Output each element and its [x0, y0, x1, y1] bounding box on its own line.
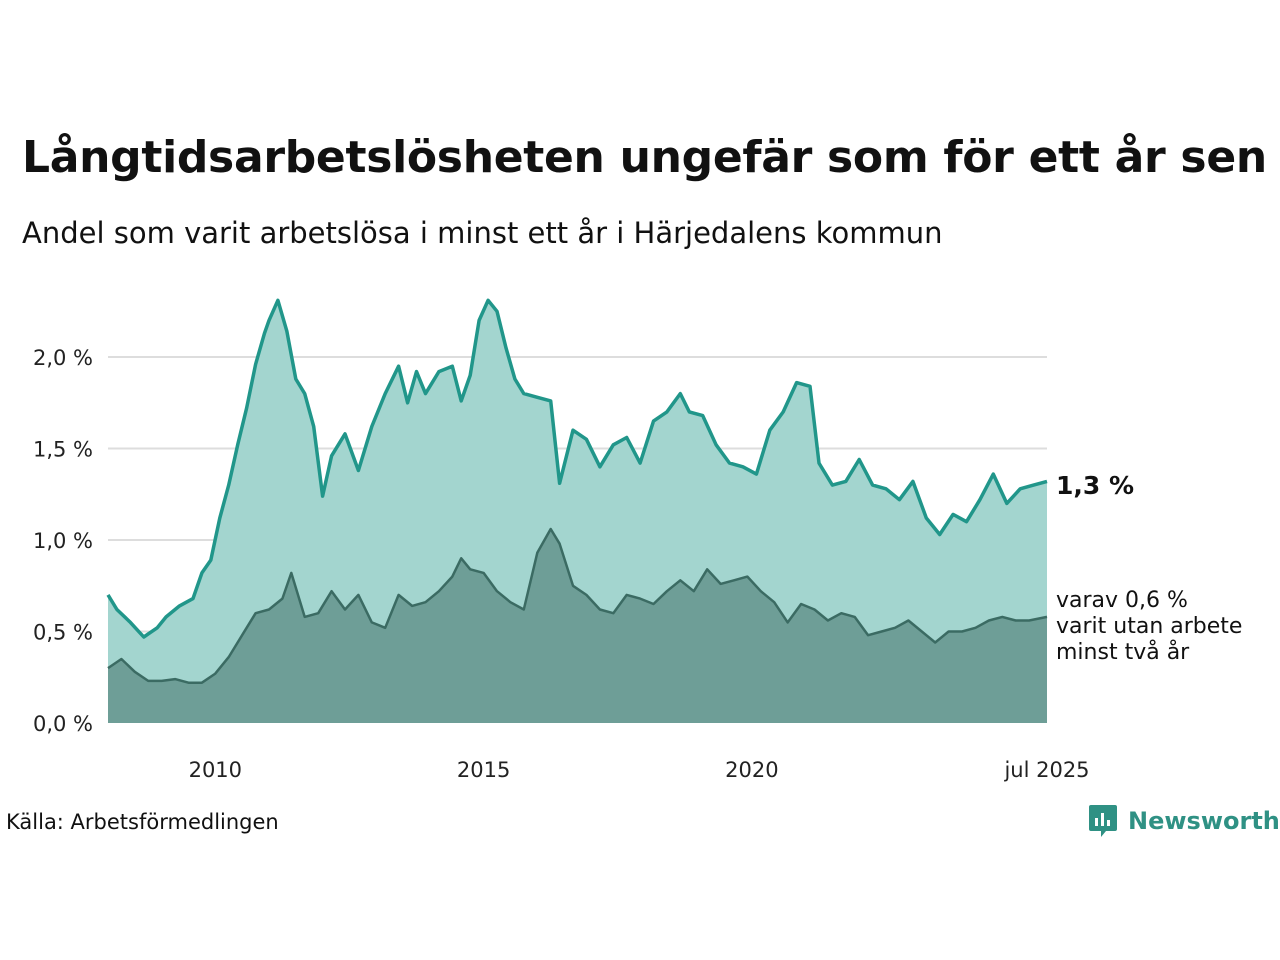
y-tick-label: 1,5 %	[33, 438, 93, 462]
end-label-two-years-line-2: varit utan arbete	[1056, 614, 1242, 639]
brand-name: Newsworthy	[1128, 807, 1280, 835]
newsworthy-logo-icon	[1089, 805, 1117, 837]
x-tick-label: jul 2025	[1003, 758, 1089, 782]
series-line-two-years	[107, 527, 1048, 684]
y-tick-label: 1,0 %	[33, 529, 93, 553]
brand-logo: Newsworthy	[1088, 803, 1280, 839]
y-tick-label: 0,0 %	[33, 712, 93, 736]
chart-title: Långtidsarbetslösheten ungefär som för e…	[22, 132, 1267, 183]
y-axis: 0,0 % 0,5 % 1,0 % 1,5 % 2,0 %	[33, 346, 93, 736]
end-label-one-year: 1,3 %	[1056, 471, 1134, 500]
y-tick-label: 0,5 %	[33, 621, 93, 645]
x-tick-label: 2015	[457, 758, 510, 782]
y-tick-label: 2,0 %	[33, 346, 93, 370]
x-tick-label: 2020	[725, 758, 778, 782]
source-note: Källa: Arbetsförmedlingen	[6, 810, 279, 834]
series-line-one-year	[106, 298, 1048, 639]
end-label-two-years-line-1: varav 0,6 %	[1056, 588, 1188, 613]
end-label-two-years-line-3: minst två år	[1056, 639, 1190, 665]
x-tick-label: 2010	[189, 758, 242, 782]
area-fill-two-years	[108, 529, 1047, 723]
chart-subtitle: Andel som varit arbetslösa i minst ett å…	[22, 216, 943, 250]
x-axis: 2010 2015 2020 jul 2025	[189, 758, 1090, 782]
